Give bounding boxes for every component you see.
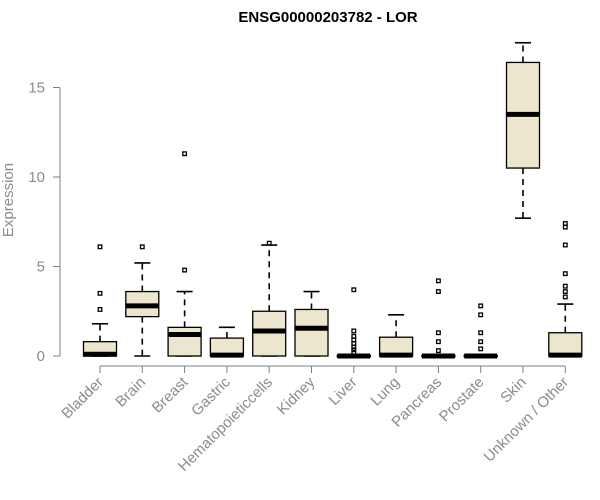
outlier-point bbox=[351, 349, 357, 355]
outlier-point bbox=[562, 283, 568, 289]
outlier-point bbox=[435, 289, 441, 295]
y-axis-label: Expression bbox=[0, 163, 17, 237]
x-tick-label: Liver bbox=[326, 374, 361, 409]
box-iqr bbox=[252, 310, 287, 357]
outlier-point bbox=[351, 347, 357, 353]
box-bladder bbox=[82, 244, 118, 357]
outlier-point bbox=[435, 330, 441, 336]
outlier-point bbox=[97, 244, 103, 250]
y-tick-label: 5 bbox=[37, 259, 45, 276]
x-tick-label: Kidney bbox=[274, 373, 319, 418]
outlier-point bbox=[351, 328, 357, 334]
box-gastric bbox=[209, 326, 245, 358]
outlier-point bbox=[478, 346, 484, 352]
box-pancreas bbox=[421, 278, 456, 359]
y-tick-label: 15 bbox=[28, 80, 45, 97]
outlier-point bbox=[97, 307, 103, 312]
outlier-point bbox=[182, 267, 188, 273]
box-prostate bbox=[463, 303, 498, 359]
box-iqr bbox=[294, 308, 329, 357]
outlier-point bbox=[266, 240, 272, 246]
box-kidney bbox=[294, 290, 329, 357]
outlier-point bbox=[351, 333, 357, 339]
box-iqr bbox=[548, 332, 583, 357]
outlier-point bbox=[478, 303, 484, 309]
outlier-point bbox=[562, 294, 568, 300]
outlier-point bbox=[478, 339, 484, 345]
x-tick-label: Bladder bbox=[58, 374, 107, 423]
box-unknown-other bbox=[548, 221, 583, 358]
y-tick-label: 10 bbox=[28, 169, 45, 186]
chart-title: ENSG00000203782 - LOR bbox=[238, 9, 417, 26]
x-tick-label: Breast bbox=[149, 373, 192, 416]
axes: 0 5 10 15 bbox=[28, 80, 566, 373]
box-skin bbox=[505, 41, 541, 219]
outlier-point bbox=[562, 242, 568, 248]
outlier-point bbox=[478, 330, 484, 336]
box-breast bbox=[167, 151, 202, 357]
x-tick-label: Brain bbox=[112, 374, 149, 411]
outlier-point bbox=[139, 244, 145, 250]
box-lung bbox=[378, 314, 414, 358]
y-tick-label: 0 bbox=[37, 348, 45, 365]
outlier-point bbox=[182, 151, 188, 157]
outlier-point bbox=[435, 348, 441, 354]
outlier-point bbox=[97, 290, 103, 296]
x-tick-label: Prostate bbox=[436, 374, 488, 426]
outlier-point bbox=[351, 287, 357, 293]
x-tick-label: Lung bbox=[367, 374, 403, 410]
x-tick-labels: Bladder Brain BreastGastricHematopoieticce… bbox=[58, 373, 572, 475]
boxes bbox=[82, 41, 583, 359]
box-hematopoieticcells bbox=[252, 240, 287, 357]
outlier-point bbox=[435, 339, 441, 345]
outlier-point bbox=[562, 289, 568, 295]
box-iqr bbox=[167, 326, 202, 357]
outlier-point bbox=[562, 271, 568, 277]
outlier-point bbox=[562, 221, 568, 226]
box-brain bbox=[125, 244, 160, 357]
box-liver bbox=[336, 287, 371, 359]
outlier-point bbox=[435, 278, 441, 284]
x-tick-label: Skin bbox=[497, 374, 530, 407]
outlier-point bbox=[478, 312, 484, 318]
